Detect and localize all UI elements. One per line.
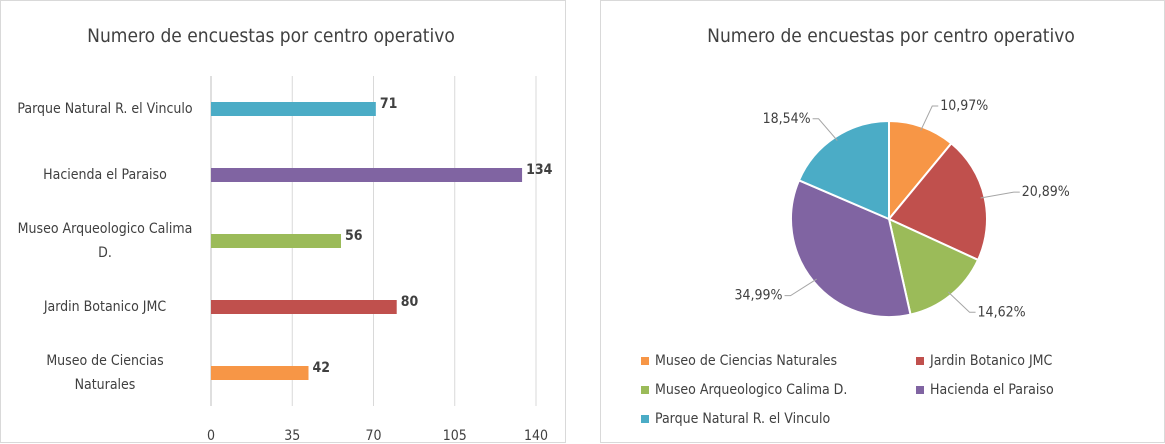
leader-line (784, 278, 817, 297)
pie-slice (887, 217, 980, 316)
data-label: 20,89% (1022, 184, 1070, 200)
legend-swatch (916, 357, 924, 365)
y-tick-label: Museo de Ciencias Naturales (46, 353, 164, 393)
data-label: 42 (313, 360, 331, 376)
data-label: 14,62% (978, 304, 1026, 320)
legend-label: Parque Natural R. el Vinculo (655, 411, 831, 427)
data-label: 10,97% (940, 98, 988, 114)
legend-label: Hacienda el Paraiso (930, 382, 1054, 398)
x-tick-label: 70 (365, 428, 381, 442)
legend-swatch (641, 357, 649, 365)
x-tick-label: 0 (207, 428, 215, 442)
y-tick-label: Jardin Botanico JMC (43, 299, 167, 315)
leader-line (812, 118, 838, 141)
legend-item: Museo Arqueologico Calima D. (641, 382, 847, 398)
data-label: 80 (401, 294, 419, 310)
y-tick-label: Museo Arqueologico Calima D. (17, 221, 193, 261)
data-label: 134 (526, 162, 553, 178)
bar (211, 300, 397, 314)
leader-line (920, 105, 939, 131)
data-label: 56 (345, 228, 363, 244)
legend-item: Museo de Ciencias Naturales (641, 353, 837, 369)
legend-label: Jardin Botanico JMC (930, 353, 1053, 369)
bar (211, 102, 376, 116)
legend-swatch (916, 386, 924, 394)
data-label: 18,54% (763, 111, 811, 127)
bar (211, 366, 309, 380)
y-tick-label: Hacienda el Paraiso (43, 167, 167, 183)
y-tick-label: Parque Natural R. el Vinculo (17, 101, 193, 117)
legend-swatch (641, 415, 649, 423)
bar (211, 168, 523, 182)
legend-label: Museo de Ciencias Naturales (655, 353, 838, 369)
legend-item: Parque Natural R. el Vinculo (641, 411, 830, 427)
x-tick-label: 105 (443, 428, 467, 442)
legend-item: Hacienda el Paraiso (916, 382, 1054, 398)
chart-title: Numero de encuestas por centro operativo (707, 25, 1075, 47)
leader-line (947, 291, 976, 313)
data-label: 71 (380, 96, 398, 112)
legend-item: Jardin Botanico JMC (916, 353, 1052, 369)
x-tick-label: 140 (524, 428, 548, 442)
data-label: 34,99% (735, 288, 783, 304)
chart-svg: 10,97% 20,89% 14,62% 34,99% 18,54% (735, 98, 1070, 320)
bar-panel: Numero de encuestas por centro operativo… (0, 0, 566, 443)
bar (211, 234, 341, 248)
legend-swatch (641, 386, 649, 394)
legend-label: Museo Arqueologico Calima D. (655, 382, 848, 398)
chart-svg: 0 35 70 105 140 42 80 56 134 71 (207, 76, 553, 442)
x-tick-label: 35 (284, 428, 300, 442)
pie-panel: Numero de encuestas por centro operativo… (600, 0, 1165, 443)
chart-title: Numero de encuestas por centro operativo (87, 25, 455, 47)
pie-slice (797, 119, 890, 221)
leader-line (980, 191, 1020, 199)
